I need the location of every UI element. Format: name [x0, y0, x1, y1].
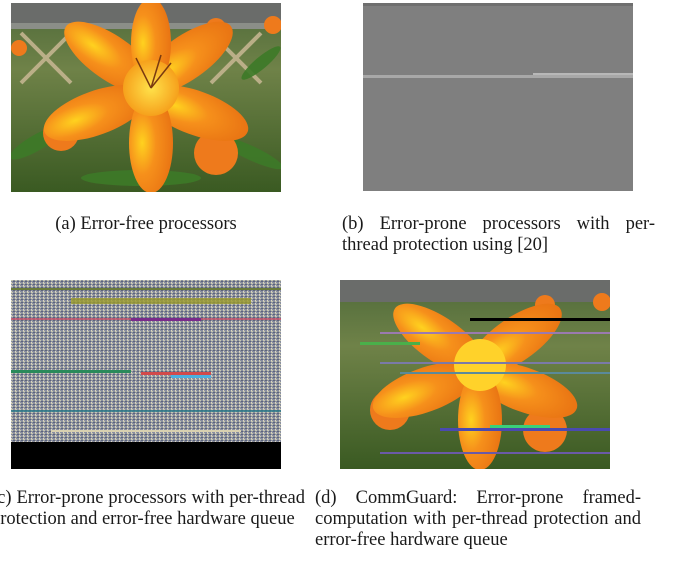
caption-a: (a) Error-free processors — [55, 214, 237, 234]
panel-c-image — [11, 280, 281, 469]
panel-b-image — [363, 3, 633, 191]
caption-b: (b) Error-prone processors with per-thre… — [342, 214, 655, 255]
panel-a-image — [11, 3, 281, 192]
panel-d-image — [340, 280, 610, 469]
caption-c: (c) Error-prone processors with per-thre… — [0, 488, 305, 529]
caption-d: (d) CommGuard: Error-prone framed-comput… — [315, 488, 641, 550]
